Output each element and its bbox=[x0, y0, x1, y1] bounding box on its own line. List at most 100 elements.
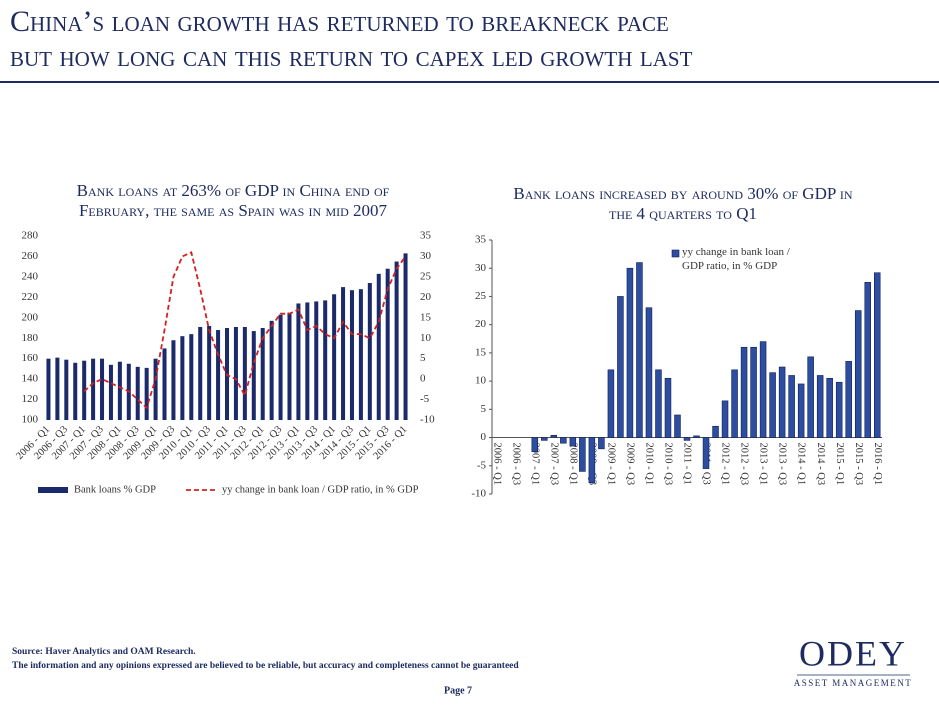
bar bbox=[740, 346, 748, 438]
bar bbox=[162, 348, 167, 420]
bar bbox=[233, 326, 238, 420]
x-tick-label: 2014 - Q3 bbox=[815, 443, 826, 486]
x-tick-label: 2011 - Q1 bbox=[682, 443, 693, 485]
bar bbox=[588, 437, 596, 484]
y2-tick-label: -10 bbox=[420, 414, 435, 426]
bar bbox=[750, 346, 757, 438]
bar bbox=[91, 358, 96, 420]
bar bbox=[216, 330, 221, 420]
bar bbox=[550, 434, 558, 438]
y2-tick-label: 15 bbox=[420, 311, 432, 323]
y-tick-label: 180 bbox=[22, 332, 39, 344]
bar bbox=[403, 253, 408, 420]
legend-label: yy change in bank loan / GDP ratio, in %… bbox=[682, 246, 790, 272]
y-tick-label: 35 bbox=[475, 234, 487, 246]
y-tick-label: 100 bbox=[22, 414, 39, 426]
bar bbox=[835, 381, 843, 438]
bar bbox=[55, 357, 60, 420]
bar bbox=[864, 282, 871, 438]
bar bbox=[816, 375, 824, 438]
bar bbox=[153, 358, 158, 420]
source: Source: Haver Analytics and OAM Research… bbox=[12, 647, 196, 657]
bar bbox=[251, 331, 256, 420]
bar bbox=[655, 369, 662, 438]
bar bbox=[171, 340, 176, 420]
bar bbox=[674, 414, 681, 438]
bar bbox=[323, 300, 328, 420]
x-tick-label: 2012 - Q3 bbox=[739, 443, 750, 486]
bar bbox=[242, 326, 247, 420]
bar bbox=[721, 400, 729, 438]
bar bbox=[769, 372, 776, 438]
disclaimer: The information and any opinions express… bbox=[12, 661, 519, 671]
bar bbox=[636, 262, 643, 438]
bar bbox=[100, 358, 105, 420]
bar bbox=[180, 336, 185, 420]
bar bbox=[135, 366, 140, 420]
y2-tick-label: 10 bbox=[420, 332, 432, 344]
y-tick-label: -10 bbox=[471, 488, 486, 500]
bar bbox=[541, 437, 548, 441]
chart-title: February, the same as Spain was in mid 2… bbox=[79, 201, 388, 220]
bar bbox=[341, 287, 346, 420]
y-tick-label: 200 bbox=[22, 311, 39, 323]
bar bbox=[144, 367, 149, 420]
y2-tick-label: -5 bbox=[420, 393, 430, 405]
bar bbox=[189, 334, 194, 420]
x-tick-label: 2014 - Q1 bbox=[796, 443, 807, 486]
y-tick-label: 220 bbox=[22, 291, 39, 303]
bar bbox=[376, 273, 381, 420]
chart-title: Bank loans increased by around 30% of GD… bbox=[513, 184, 853, 203]
x-tick-label: 2012 - Q1 bbox=[720, 443, 731, 486]
bar bbox=[854, 310, 862, 438]
bar bbox=[287, 312, 292, 420]
legend-box: yy change in bank loan / GDP ratio, in %… bbox=[682, 246, 790, 272]
bar bbox=[332, 294, 337, 420]
y2-tick-label: 20 bbox=[420, 291, 432, 303]
bar bbox=[305, 302, 310, 420]
bar bbox=[260, 328, 265, 420]
bar bbox=[73, 362, 78, 420]
y-tick-label: 10 bbox=[475, 375, 487, 387]
bar bbox=[278, 314, 283, 420]
y-tick-label: 140 bbox=[22, 373, 39, 385]
bar bbox=[560, 437, 567, 444]
y-tick-label: 0 bbox=[481, 431, 487, 443]
bar bbox=[367, 283, 372, 420]
bar bbox=[617, 296, 624, 438]
y-tick-label: 120 bbox=[22, 393, 39, 405]
bar bbox=[531, 437, 539, 452]
y-tick-label: 260 bbox=[22, 250, 39, 262]
bar bbox=[579, 437, 586, 472]
chart-title: Bank loans at 263% of GDP in China end o… bbox=[77, 181, 390, 200]
bar bbox=[702, 437, 710, 469]
x-tick-label: 2013 - Q3 bbox=[777, 443, 788, 486]
y-tick-label: -5 bbox=[477, 459, 487, 471]
bar bbox=[108, 364, 113, 420]
bar bbox=[845, 361, 852, 438]
slide-title: but how long can this return to capex le… bbox=[10, 40, 693, 73]
legend-label: yy change in bank loan / GDP ratio, in %… bbox=[222, 484, 419, 495]
y2-tick-label: 30 bbox=[420, 250, 432, 262]
bar bbox=[731, 369, 738, 438]
logo-subtitle: ASSET MANAGEMENT bbox=[794, 678, 913, 688]
bar bbox=[683, 437, 691, 441]
y2-tick-label: 5 bbox=[420, 352, 426, 364]
x-tick-label: 2006 - Q3 bbox=[510, 443, 521, 486]
y2-tick-label: 35 bbox=[420, 230, 432, 242]
x-tick-label: 2015 - Q1 bbox=[834, 443, 845, 486]
bar bbox=[569, 437, 577, 447]
slide-title: China’s loan growth has returned to brea… bbox=[10, 5, 669, 38]
y-tick-label: 240 bbox=[22, 270, 39, 282]
y2-tick-label: 0 bbox=[420, 373, 426, 385]
x-tick-label: 2006 - Q1 bbox=[491, 443, 502, 486]
x-tick-label: 2010 - Q1 bbox=[644, 443, 655, 486]
bar bbox=[826, 377, 833, 438]
bar bbox=[712, 425, 719, 438]
bar bbox=[598, 437, 605, 450]
bar bbox=[664, 377, 672, 438]
bar bbox=[64, 359, 69, 420]
x-tick-label: 2009 - Q3 bbox=[625, 443, 636, 486]
